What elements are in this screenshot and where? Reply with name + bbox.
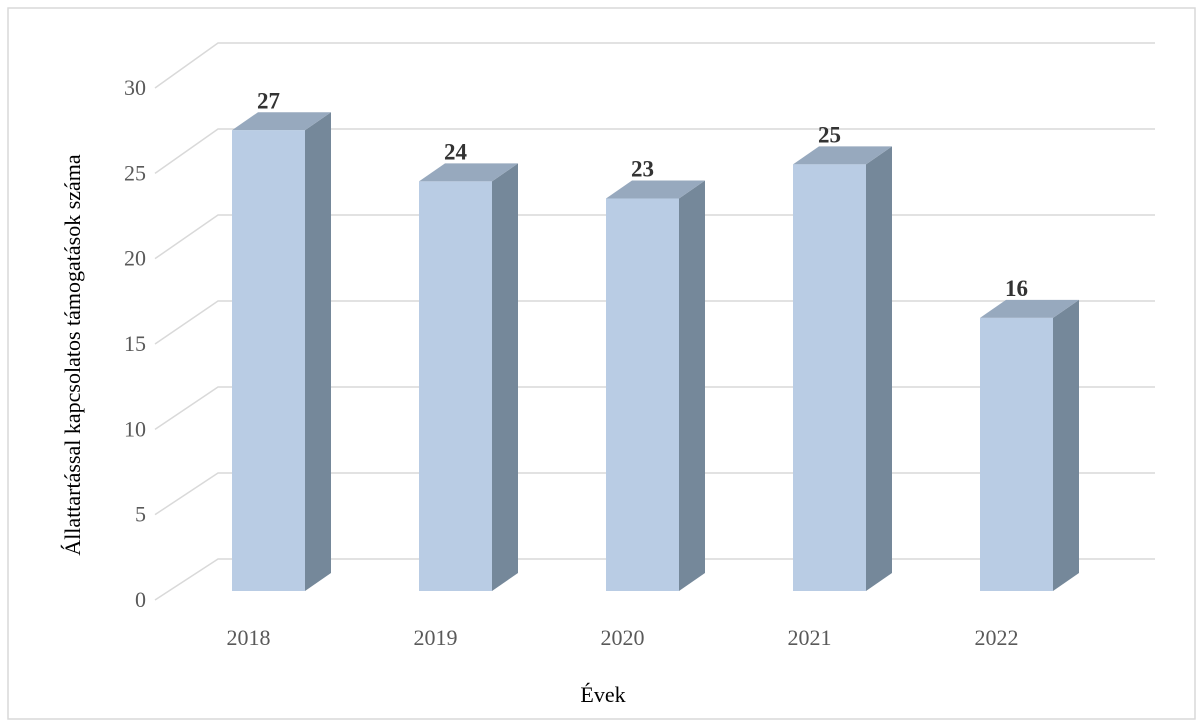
bar (980, 317, 1053, 591)
bar-side (866, 146, 892, 592)
bar-top (232, 112, 331, 131)
bar-side (679, 180, 705, 591)
bar-top (793, 146, 892, 165)
x-tick-label: 2018 (227, 625, 271, 650)
bar (793, 164, 866, 592)
data-label: 25 (818, 123, 841, 148)
data-label: 24 (444, 140, 468, 165)
data-label: 16 (1005, 276, 1028, 301)
bar-side (305, 112, 331, 591)
y-tick-label: 0 (135, 587, 146, 612)
bar-top (606, 180, 705, 199)
bar-top (980, 299, 1079, 318)
data-label: 27 (257, 88, 280, 113)
y-tick-label: 5 (135, 502, 146, 527)
x-tick-label: 2022 (975, 625, 1019, 650)
bar (232, 130, 305, 591)
bar-top (419, 163, 518, 182)
y-tick-label: 25 (124, 160, 146, 185)
y-tick-label: 30 (124, 75, 146, 100)
grid-line (154, 42, 1155, 89)
y-axis-label: Állattartással kapcsolatos támogatások s… (60, 154, 85, 556)
bar-side (492, 163, 518, 591)
data-label: 23 (631, 157, 654, 182)
y-tick-label: 15 (124, 331, 146, 356)
grid-line (154, 128, 1155, 174)
x-tick-label: 2021 (788, 625, 832, 650)
bar (419, 181, 492, 591)
bar-side (1053, 299, 1079, 591)
x-tick-label: 2019 (414, 625, 458, 650)
x-tick-label: 2020 (601, 625, 645, 650)
x-axis-label: Évek (580, 682, 625, 707)
y-tick-label: 20 (124, 246, 146, 271)
bar (606, 198, 679, 591)
y-tick-label: 10 (124, 416, 146, 441)
